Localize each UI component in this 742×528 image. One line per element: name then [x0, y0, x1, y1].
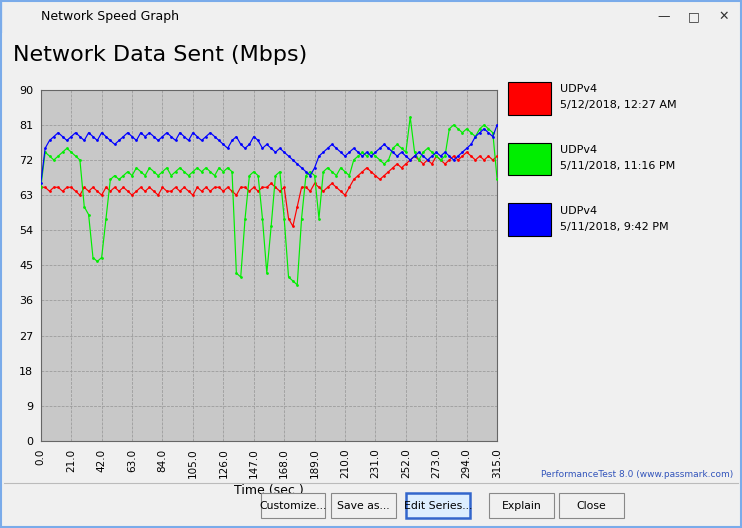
Text: ✕: ✕: [718, 10, 729, 23]
Text: UDPv4: UDPv4: [560, 145, 597, 155]
Text: 5/11/2018, 11:16 PM: 5/11/2018, 11:16 PM: [560, 161, 675, 171]
X-axis label: Time (sec.): Time (sec.): [234, 484, 304, 497]
Text: 5/11/2018, 9:42 PM: 5/11/2018, 9:42 PM: [560, 222, 669, 232]
Text: 5/12/2018, 12:27 AM: 5/12/2018, 12:27 AM: [560, 100, 677, 110]
Text: —: —: [658, 10, 670, 23]
Text: Edit Series...: Edit Series...: [404, 501, 472, 511]
Text: Save as...: Save as...: [338, 501, 390, 511]
Text: Network Data Sent (Mbps): Network Data Sent (Mbps): [13, 45, 308, 65]
Text: Customize...: Customize...: [260, 501, 326, 511]
Text: Explain: Explain: [502, 501, 542, 511]
Text: Network Speed Graph: Network Speed Graph: [41, 10, 179, 23]
Text: UDPv4: UDPv4: [560, 206, 597, 216]
Text: □: □: [688, 10, 700, 23]
Text: Close: Close: [577, 501, 606, 511]
Text: PerformanceTest 8.0 (www.passmark.com): PerformanceTest 8.0 (www.passmark.com): [541, 470, 733, 479]
Text: UDPv4: UDPv4: [560, 84, 597, 95]
